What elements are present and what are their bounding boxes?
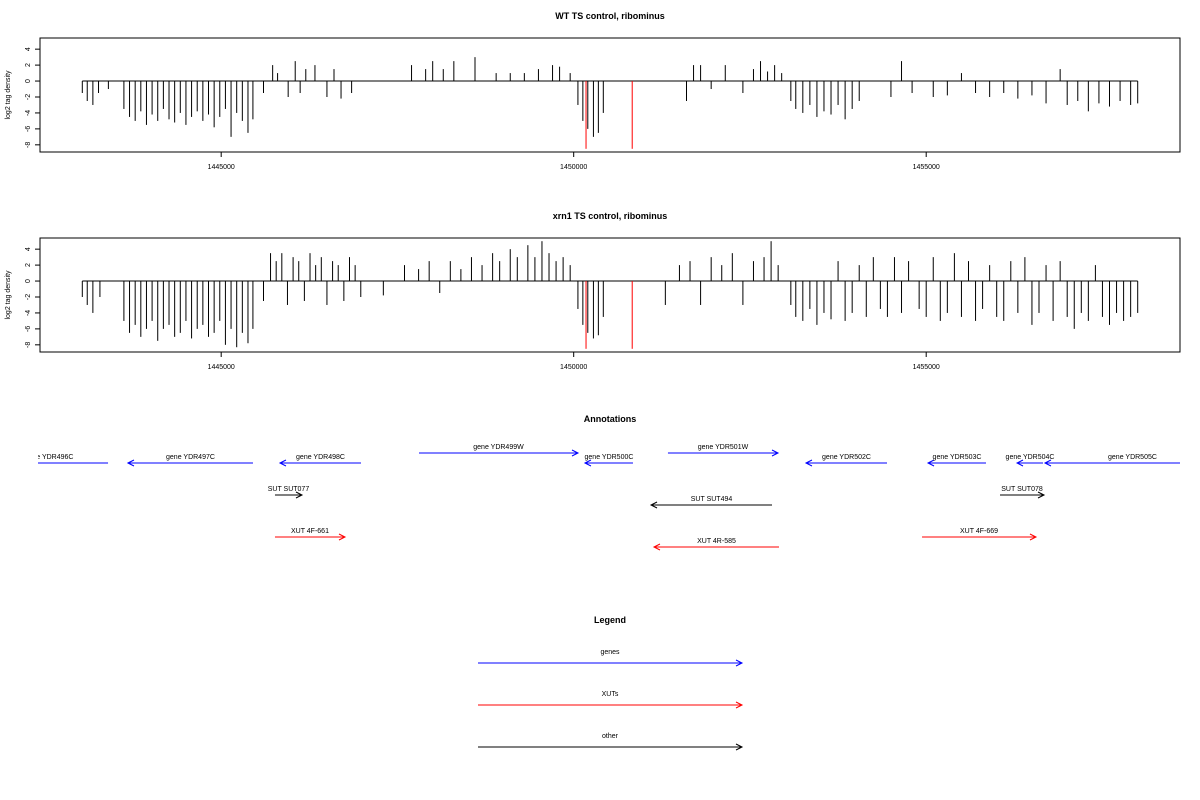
y-tick-label: -8: [25, 342, 32, 348]
plot-frame: [39, 37, 1181, 153]
arrow-head: [735, 701, 744, 709]
legend-title: Legend: [594, 615, 626, 625]
annotation-label: gene YDR501W: [698, 444, 749, 451]
y-tick-label: -8: [25, 142, 32, 148]
arrow-head: [1037, 491, 1046, 499]
annotation-label: SUT SUT077: [268, 486, 310, 493]
arrow-head: [735, 659, 744, 667]
x-tick-label: 1455000: [913, 364, 940, 371]
annotation-label: gene YDR497C: [166, 454, 215, 461]
arrow-head: [295, 491, 304, 499]
annotation-label: gene YDR496C: [25, 454, 74, 461]
annotation-label: gene YDR505C: [1108, 454, 1157, 461]
chart-title: xrn1 TS control, ribominus: [553, 211, 668, 221]
annotation-label: gene YDR504C: [1006, 454, 1055, 461]
chart-title: WT TS control, ribominus: [555, 11, 665, 21]
arrow-head: [571, 449, 580, 457]
x-tick-label: 1445000: [208, 164, 235, 171]
arrow-head: [1029, 533, 1038, 541]
annotation-label: gene YDR499W: [473, 444, 524, 451]
plot-frame: [39, 237, 1181, 353]
x-tick-label: 1455000: [913, 164, 940, 171]
y-tick-label: -4: [25, 110, 32, 116]
arrow-head: [1015, 459, 1024, 467]
x-tick-label: 1450000: [560, 164, 587, 171]
y-tick-label: 0: [25, 79, 32, 83]
y-tick-label: 0: [25, 279, 32, 283]
annotations-title: Annotations: [584, 414, 637, 424]
annotation-label: XUT 4F-669: [960, 528, 998, 535]
y-tick-label: -2: [25, 94, 32, 100]
y-tick-label: 2: [25, 263, 32, 267]
arrow-head: [583, 459, 592, 467]
x-tick-label: 1450000: [560, 364, 587, 371]
y-tick-label: -2: [25, 294, 32, 300]
annotation-label: SUT SUT078: [1001, 486, 1043, 493]
arrow-head: [804, 459, 813, 467]
arrow-head: [649, 501, 658, 509]
arrow-head: [735, 743, 744, 751]
y-tick-label: -6: [25, 326, 32, 332]
arrow-head: [1043, 459, 1052, 467]
y-axis-label: log2 tag density: [5, 70, 12, 120]
legend-label: XUTs: [602, 691, 619, 698]
arrow-head: [926, 459, 935, 467]
annotation-label: gene YDR500C: [585, 454, 634, 461]
annotation-track: gene YDR496C gene YDR497C gene YDR498C gene…: [25, 444, 1180, 551]
arrow-head: [338, 533, 347, 541]
annotation-label: XUT 4R-585: [697, 538, 736, 545]
annotation-label: gene YDR503C: [933, 454, 982, 461]
arrow-head: [278, 459, 287, 467]
legend-label: other: [602, 733, 619, 740]
y-tick-label: -6: [25, 126, 32, 132]
x-tick-label: 1445000: [208, 364, 235, 371]
annotation-label: SUT SUT494: [691, 496, 733, 503]
arrow-head: [771, 449, 780, 457]
y-axis-label: log2 tag density: [5, 270, 12, 320]
y-tick-label: 4: [25, 247, 32, 251]
legend-label: genes: [600, 649, 620, 656]
arrow-head: [126, 459, 135, 467]
y-tick-label: 4: [25, 47, 32, 51]
arrow-head: [652, 543, 661, 551]
annotation-label: XUT 4F-661: [291, 528, 329, 535]
y-tick-label: -4: [25, 310, 32, 316]
annotation-label: gene YDR502C: [822, 454, 871, 461]
annotation-label: gene YDR498C: [296, 454, 345, 461]
y-tick-label: 2: [25, 63, 32, 67]
